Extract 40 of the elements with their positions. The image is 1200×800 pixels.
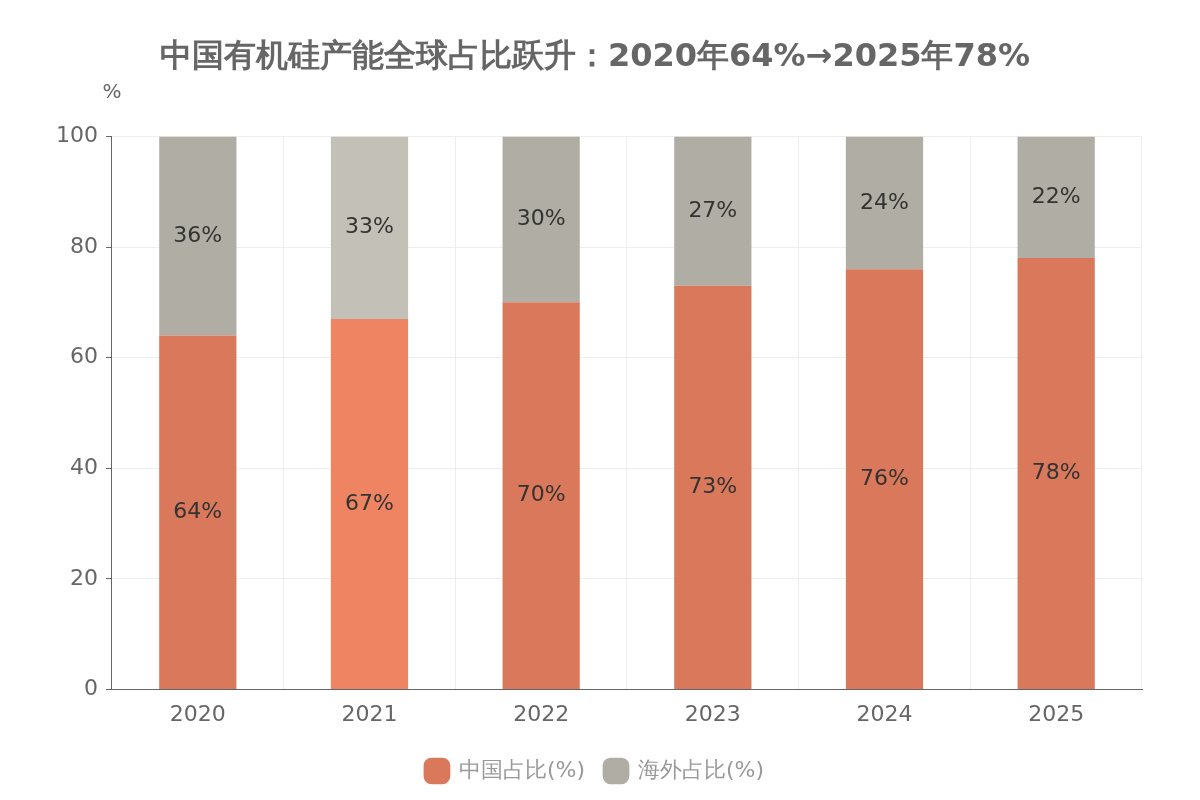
bar (1017, 136, 1095, 259)
y-tick-label: 0 (83, 675, 98, 701)
data-label: 64% (173, 498, 223, 524)
data-label: 70% (516, 481, 566, 507)
bar (502, 302, 580, 690)
bar (845, 269, 924, 690)
data-label: 78% (1031, 459, 1081, 485)
data-label: 67% (345, 489, 394, 515)
y-tick-label: 60 (69, 343, 98, 369)
data-label: 76% (860, 464, 909, 490)
y-tick-label: 100 (55, 122, 98, 148)
bar (330, 136, 409, 319)
x-tick-label: 2020 (169, 700, 226, 726)
y-axis-title: % (102, 78, 122, 103)
data-label: 36% (173, 221, 223, 247)
x-tick-label: 2023 (684, 700, 741, 726)
bar (159, 335, 237, 690)
x-tick-label: 2022 (513, 700, 570, 726)
bar (159, 136, 237, 336)
bar (674, 136, 752, 286)
data-label: 27% (688, 196, 738, 222)
legend-label: 中国占比(%) (458, 756, 586, 782)
data-label: 33% (345, 213, 394, 239)
bar (502, 136, 580, 303)
data-label: 73% (688, 473, 738, 499)
x-tick-label: 2024 (856, 700, 913, 726)
y-tick-label: 80 (69, 232, 98, 258)
legend-label: 海外占比(%) (638, 756, 765, 782)
x-tick-label: 2021 (341, 700, 398, 726)
y-tick-label: 20 (69, 564, 98, 590)
bar (674, 285, 752, 690)
data-label: 24% (860, 188, 909, 214)
y-tick-label: 40 (69, 454, 98, 480)
x-tick-label: 2025 (1028, 700, 1085, 726)
data-label: 22% (1031, 182, 1081, 208)
bar (1017, 258, 1095, 690)
data-label: 30% (516, 205, 566, 231)
chart-title: 中国有机硅产能全球占比跃升：2020年64%→2025年78% (159, 35, 1031, 74)
bar (330, 318, 409, 690)
bar (845, 136, 924, 270)
